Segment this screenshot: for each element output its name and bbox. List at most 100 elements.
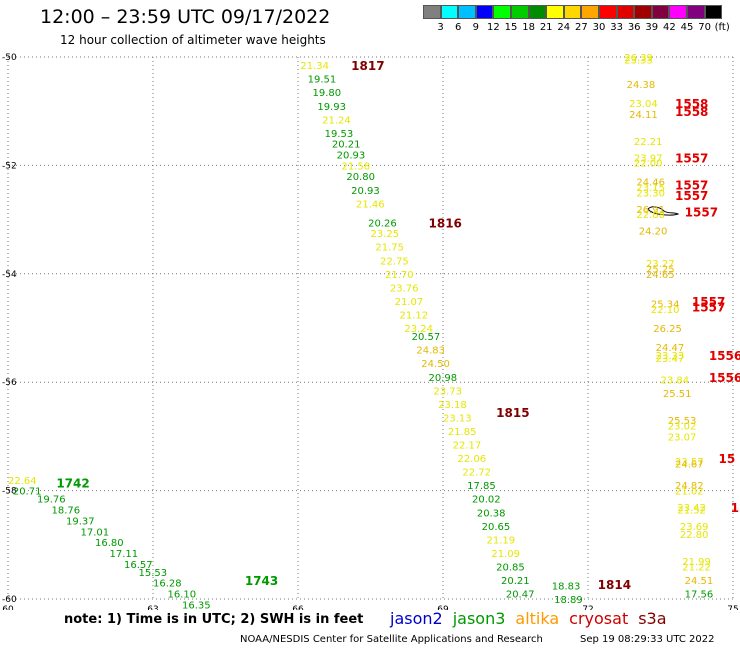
wave-height-value: 17.85 bbox=[467, 481, 496, 492]
satellite-name: jason2 bbox=[390, 609, 443, 628]
wave-height-value: 21.22 bbox=[682, 562, 711, 573]
wave-height-value: 24.46 bbox=[636, 178, 665, 189]
wave-height-value: 15.53 bbox=[139, 568, 168, 579]
wave-height-value: 24.11 bbox=[629, 110, 658, 121]
footer-timestamp: Sep 19 08:29:33 UTC 2022 bbox=[580, 634, 715, 645]
legend-swatch bbox=[598, 5, 617, 19]
legend-swatch bbox=[546, 5, 564, 19]
wave-height-value: 22.72 bbox=[462, 468, 491, 479]
wave-height-value: 20.85 bbox=[496, 562, 525, 573]
wave-height-value: 19.37 bbox=[66, 516, 95, 527]
wave-height-map: 60 63 66 69 72 75 -50 -52 -54 -56 -58 -60 21.34 19.5… bbox=[2, 53, 740, 610]
y-tick-label: -54 bbox=[2, 270, 17, 280]
wave-height-value: 24.83 bbox=[416, 346, 445, 357]
wave-height-value: 25.34 bbox=[651, 300, 680, 311]
wave-height-value: 19.93 bbox=[317, 102, 346, 113]
x-tick-label: 66 bbox=[292, 605, 304, 610]
orbit-pass-label: 1557 bbox=[675, 151, 708, 165]
color-legend: 3 6 9 12 15 18 21 24 27 30 33 36 39 42 45 70 (ft) bbox=[423, 5, 730, 33]
wave-height-value: 18.89 bbox=[554, 595, 583, 606]
wave-height-value: 24.50 bbox=[421, 359, 450, 370]
satellite-legend: jason2 jason3 altika cryosat s3a bbox=[390, 609, 677, 628]
satellite-name: jason3 bbox=[452, 609, 506, 628]
wave-height-value: 19.80 bbox=[313, 88, 342, 99]
coastline-island bbox=[647, 206, 680, 216]
x-tick-label: 63 bbox=[147, 605, 158, 610]
wave-height-value: 23.24 bbox=[404, 324, 433, 335]
legend-swatch bbox=[634, 5, 652, 19]
wave-height-value: 18.76 bbox=[52, 506, 81, 517]
wave-height-value: 20.26 bbox=[368, 218, 397, 229]
wave-height-value: 22.10 bbox=[651, 305, 680, 316]
legend-swatch bbox=[704, 5, 723, 19]
wave-height-value: 20.93 bbox=[351, 186, 380, 197]
wave-height-value: 24.82 bbox=[675, 481, 704, 492]
legend-swatch bbox=[616, 5, 635, 19]
wave-height-value: 21.46 bbox=[356, 199, 385, 210]
wave-height-value: 23.47 bbox=[656, 354, 685, 365]
wave-height-value: 20.21 bbox=[501, 576, 530, 587]
wave-height-value: 22.75 bbox=[380, 256, 409, 267]
wave-height-value: 24.20 bbox=[639, 226, 668, 237]
wave-height-value: 17.56 bbox=[685, 590, 714, 601]
wave-height-value: 18.83 bbox=[552, 581, 581, 592]
legend-label: 18 bbox=[522, 22, 535, 33]
wave-height-value: 23.84 bbox=[661, 375, 690, 386]
wave-height-value: 23.42 bbox=[677, 503, 706, 514]
satellite-name: cryosat bbox=[569, 609, 629, 628]
legend-label: 9 bbox=[472, 22, 479, 33]
legend-swatch bbox=[423, 5, 441, 19]
wave-height-value: 23.73 bbox=[433, 386, 462, 397]
orbit-pass-label: 1557 bbox=[685, 205, 718, 219]
x-tick-label: 69 bbox=[437, 605, 449, 610]
wave-height-value: 23.15 bbox=[636, 183, 665, 194]
wave-height-value: 23.27 bbox=[646, 259, 675, 270]
wave-height-value: 21.99 bbox=[682, 557, 711, 568]
wave-height-value: 20.93 bbox=[337, 151, 366, 162]
wave-height-value: 21.07 bbox=[395, 297, 424, 308]
satellite-name: altika bbox=[515, 609, 560, 628]
wave-height-value: 23.13 bbox=[443, 413, 472, 424]
legend-label: (ft) bbox=[714, 22, 730, 33]
legend-labels: 3 6 9 12 15 18 21 24 27 30 33 36 39 42 45 70 (ft) bbox=[423, 22, 733, 36]
wave-height-value: 23.30 bbox=[636, 189, 665, 200]
wave-height-value: 16.57 bbox=[124, 560, 153, 571]
legend-swatch bbox=[528, 5, 547, 19]
y-tick-label: -58 bbox=[2, 487, 17, 497]
wave-height-value: 22.21 bbox=[634, 137, 663, 148]
wave-height-value: 21.75 bbox=[375, 243, 404, 254]
wave-height-value: 22.17 bbox=[453, 441, 482, 452]
legend-label: 27 bbox=[575, 22, 588, 33]
orbit-pass-label: 1816 bbox=[429, 216, 462, 230]
legend-label: 33 bbox=[610, 22, 623, 33]
orbit-pass-label: 1743 bbox=[245, 574, 278, 588]
wave-height-value: 23.02 bbox=[668, 422, 697, 433]
wave-height-value: 21.12 bbox=[400, 310, 429, 321]
orbit-pass-label: 1557 bbox=[675, 189, 708, 203]
wave-height-value: 20.21 bbox=[332, 140, 361, 151]
wave-height-value: 23.18 bbox=[438, 400, 467, 411]
legend-swatch bbox=[510, 5, 529, 19]
y-tick-label: -60 bbox=[2, 595, 17, 605]
wave-height-value: 25.53 bbox=[668, 416, 697, 427]
legend-label: 24 bbox=[557, 22, 571, 33]
wave-height-value: 22.00 bbox=[634, 159, 663, 170]
wave-height-value: 21.58 bbox=[342, 161, 371, 172]
footer-credit: NOAA/NESDIS Center for Satellite Applica… bbox=[240, 634, 543, 645]
wave-height-value: 26.91 bbox=[636, 205, 665, 216]
legend-label: 70 bbox=[698, 22, 711, 33]
wave-height-value: 22.64 bbox=[8, 476, 37, 487]
wave-height-value: 24.65 bbox=[646, 270, 675, 281]
orbit-pass-label: 1557 bbox=[675, 178, 708, 192]
x-tick-label: 75 bbox=[727, 605, 738, 610]
y-tick-label: -50 bbox=[2, 53, 17, 63]
wave-height-value: 19.53 bbox=[325, 129, 354, 140]
legend-label: 39 bbox=[645, 22, 659, 33]
legend-swatch bbox=[493, 5, 511, 19]
orbit-pass-label: 1814 bbox=[598, 578, 631, 592]
wave-height-value: 23.97 bbox=[634, 153, 663, 164]
wave-height-value: 23.69 bbox=[680, 522, 709, 533]
wave-height-value: 21.24 bbox=[322, 115, 351, 126]
orbit-pass-label: 1815 bbox=[496, 406, 529, 420]
legend-swatch bbox=[458, 5, 476, 19]
